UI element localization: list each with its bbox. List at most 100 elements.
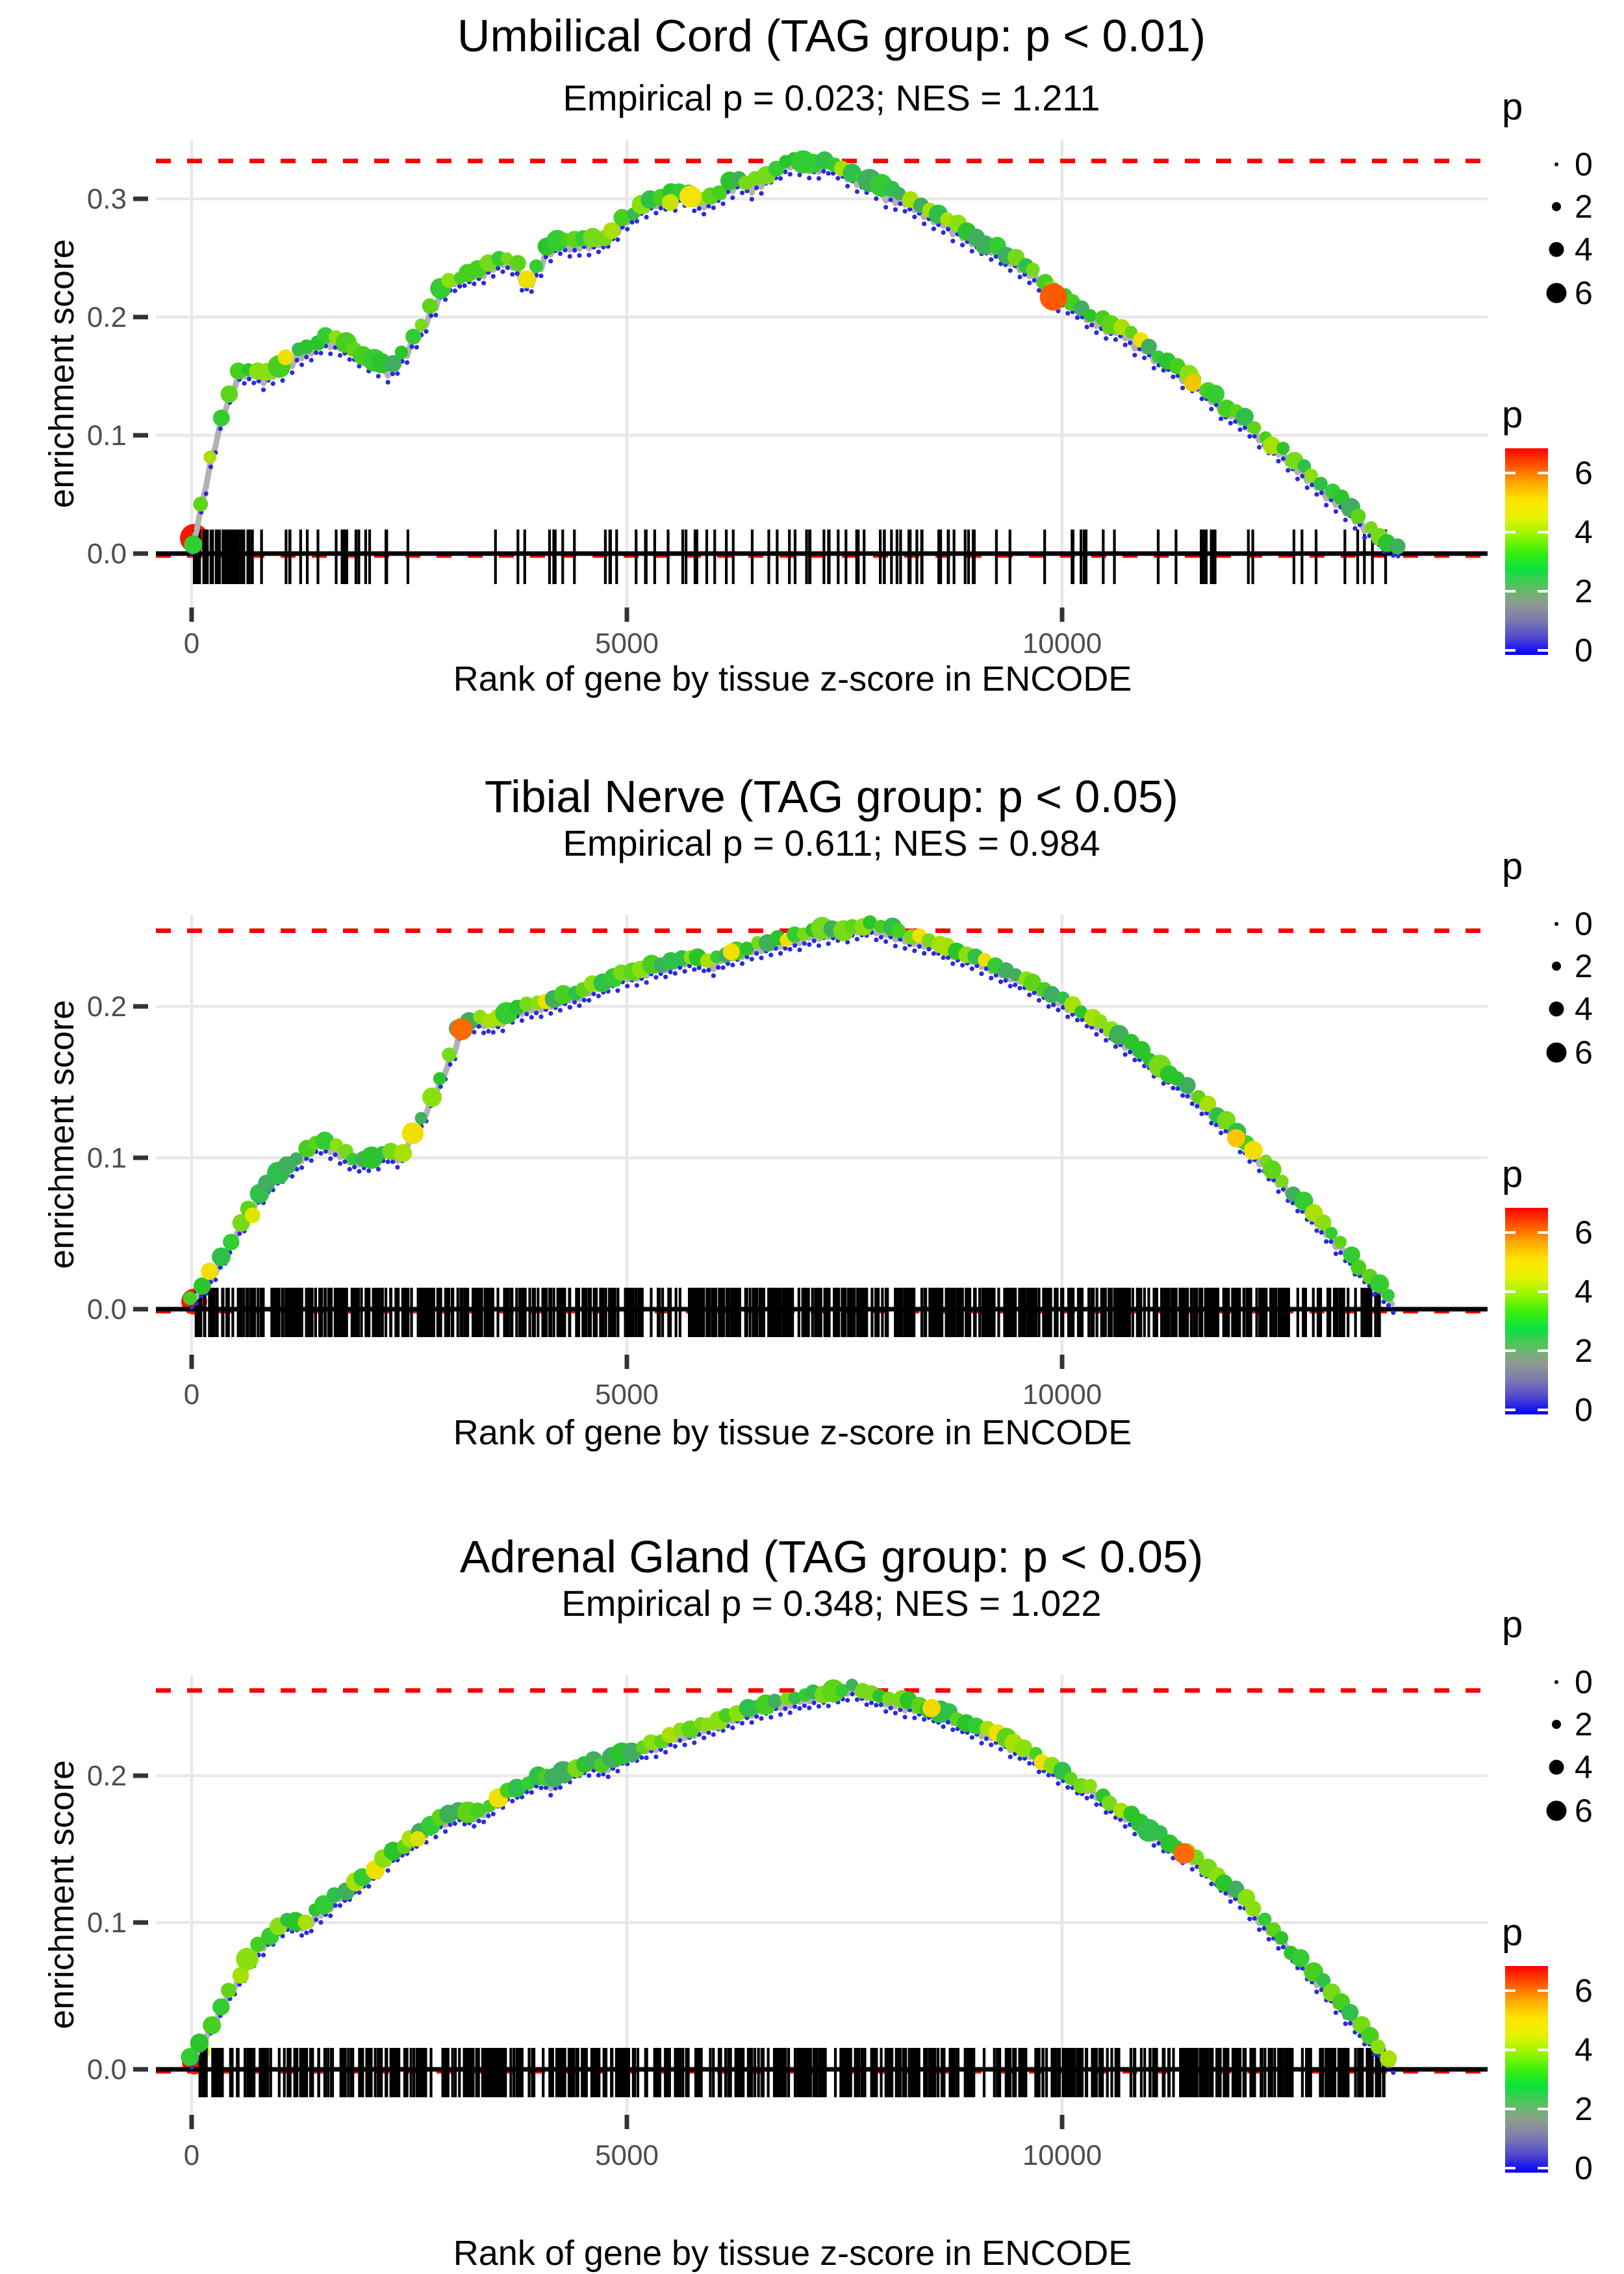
tiny-p-dot bbox=[634, 983, 640, 988]
gene-hit-dot bbox=[1361, 2026, 1379, 2045]
gene-hit-dot bbox=[1247, 421, 1262, 435]
tiny-p-dot bbox=[730, 962, 735, 967]
gene-hit-dot bbox=[1083, 1779, 1097, 1793]
tiny-p-dot bbox=[797, 1706, 802, 1711]
tiny-p-dot bbox=[357, 1890, 362, 1895]
tiny-p-dot bbox=[922, 951, 927, 956]
tiny-p-dot bbox=[874, 937, 879, 943]
tiny-p-dot bbox=[854, 189, 860, 194]
tiny-p-dot bbox=[950, 1727, 956, 1732]
tiny-p-dot bbox=[926, 947, 932, 952]
tiny-p-dot bbox=[739, 1720, 745, 1726]
tiny-p-dot bbox=[1304, 485, 1310, 491]
tiny-p-dot bbox=[1089, 322, 1095, 327]
colorbar-tick-label: 6 bbox=[1575, 1214, 1593, 1251]
high-p-point bbox=[1184, 374, 1201, 392]
tiny-p-dot bbox=[596, 1772, 602, 1778]
tiny-p-dot bbox=[395, 371, 400, 376]
tiny-p-dot bbox=[797, 172, 802, 177]
tiny-p-dot bbox=[1199, 1111, 1204, 1116]
tiny-p-dot bbox=[280, 378, 285, 383]
colorbar-tick-label: 2 bbox=[1575, 2091, 1593, 2127]
tiny-p-dot bbox=[1132, 353, 1137, 358]
tiny-p-dot bbox=[663, 1750, 668, 1755]
size-legend-label: 2 bbox=[1575, 1706, 1593, 1743]
tiny-p-dot bbox=[749, 196, 754, 202]
size-legend-label: 4 bbox=[1575, 991, 1593, 1027]
tiny-p-dot bbox=[692, 1740, 697, 1745]
gene-hit-dot bbox=[1124, 326, 1137, 339]
tiny-p-dot bbox=[945, 227, 951, 232]
tiny-p-dot bbox=[864, 1702, 869, 1707]
tiny-p-dot bbox=[385, 1159, 390, 1164]
gene-hit-dot bbox=[1276, 441, 1290, 455]
tiny-p-dot bbox=[922, 1717, 927, 1722]
tiny-p-dot bbox=[472, 1030, 477, 1035]
tiny-p-dot bbox=[500, 269, 505, 274]
tiny-p-dot bbox=[1391, 553, 1396, 558]
tiny-p-dot bbox=[548, 259, 553, 264]
high-p-point bbox=[450, 1017, 473, 1040]
tiny-p-dot bbox=[1132, 1057, 1137, 1063]
colorbar-gradient bbox=[1505, 1208, 1548, 1414]
gene-hit-dot bbox=[1043, 986, 1060, 1003]
tiny-p-dot bbox=[309, 1928, 314, 1934]
colorbar-legend-title: p bbox=[1502, 394, 1523, 436]
tiny-p-dot bbox=[950, 961, 956, 966]
gene-hit-dot bbox=[882, 1691, 896, 1706]
tiny-p-dot bbox=[1328, 1239, 1334, 1244]
x-tick-label: 10000 bbox=[1022, 628, 1102, 659]
colorbar-tick-label: 6 bbox=[1575, 455, 1593, 491]
tiny-p-dot bbox=[706, 1730, 711, 1735]
tiny-p-dot bbox=[1319, 1230, 1324, 1235]
tiny-p-dot bbox=[1338, 1250, 1343, 1255]
tiny-p-dot bbox=[969, 248, 974, 254]
tiny-p-dot bbox=[1314, 1989, 1319, 1995]
tiny-p-dot bbox=[405, 360, 410, 365]
tiny-p-dot bbox=[1070, 1012, 1075, 1017]
colorbar-tick bbox=[1538, 472, 1548, 475]
tiny-p-dot bbox=[1123, 1824, 1128, 1829]
size-legend-title: p bbox=[1502, 1603, 1523, 1646]
tiny-p-dot bbox=[1280, 1186, 1286, 1192]
tiny-p-dot bbox=[539, 1014, 544, 1019]
tiny-p-dot bbox=[1180, 385, 1186, 390]
tiny-p-dot bbox=[304, 354, 309, 360]
colorbar-tick-label: 0 bbox=[1575, 632, 1593, 669]
tiny-p-dot bbox=[874, 1702, 879, 1708]
x-tick-label: 5000 bbox=[595, 2140, 659, 2171]
gene-hit-dot bbox=[835, 1683, 849, 1698]
tiny-p-dot bbox=[448, 1062, 453, 1067]
gene-hit-dot bbox=[1380, 2050, 1397, 2067]
tiny-p-dot bbox=[1132, 1832, 1137, 1837]
tiny-p-dot bbox=[1051, 1002, 1056, 1008]
tiny-p-dot bbox=[395, 1164, 400, 1170]
tiny-p-dot bbox=[793, 1704, 798, 1709]
tiny-p-dot bbox=[1252, 433, 1257, 439]
tiny-p-dot bbox=[1180, 1093, 1186, 1098]
tiny-p-dot bbox=[682, 1742, 687, 1748]
tiny-p-dot bbox=[1008, 984, 1013, 989]
tiny-p-dot bbox=[1118, 1817, 1123, 1822]
tiny-p-dot bbox=[577, 1003, 582, 1008]
tiny-p-dot bbox=[878, 1702, 883, 1707]
gene-hit-dot bbox=[1026, 262, 1040, 277]
tiny-p-dot bbox=[472, 1824, 477, 1829]
tiny-p-dot bbox=[1065, 311, 1071, 316]
tiny-p-dot bbox=[615, 1769, 620, 1774]
tiny-p-dot bbox=[931, 951, 936, 956]
gene-hit-dot bbox=[1206, 385, 1224, 404]
tiny-p-dot bbox=[615, 988, 620, 993]
tiny-p-dot bbox=[979, 1741, 984, 1746]
tiny-p-dot bbox=[720, 201, 726, 207]
colorbar-tick bbox=[1538, 649, 1548, 652]
tiny-p-dot bbox=[567, 1004, 572, 1010]
colorbar-tick-label: 4 bbox=[1575, 2032, 1593, 2068]
gene-hit-dot bbox=[203, 450, 217, 464]
gene-hit-dot bbox=[1074, 1005, 1088, 1019]
colorbar-tick-label: 4 bbox=[1575, 514, 1593, 550]
size-legend-dot bbox=[1546, 1042, 1567, 1063]
gene-hit-dot bbox=[1262, 436, 1281, 455]
tiny-p-dot bbox=[983, 966, 989, 971]
gene-hit-dot bbox=[1262, 1160, 1282, 1179]
